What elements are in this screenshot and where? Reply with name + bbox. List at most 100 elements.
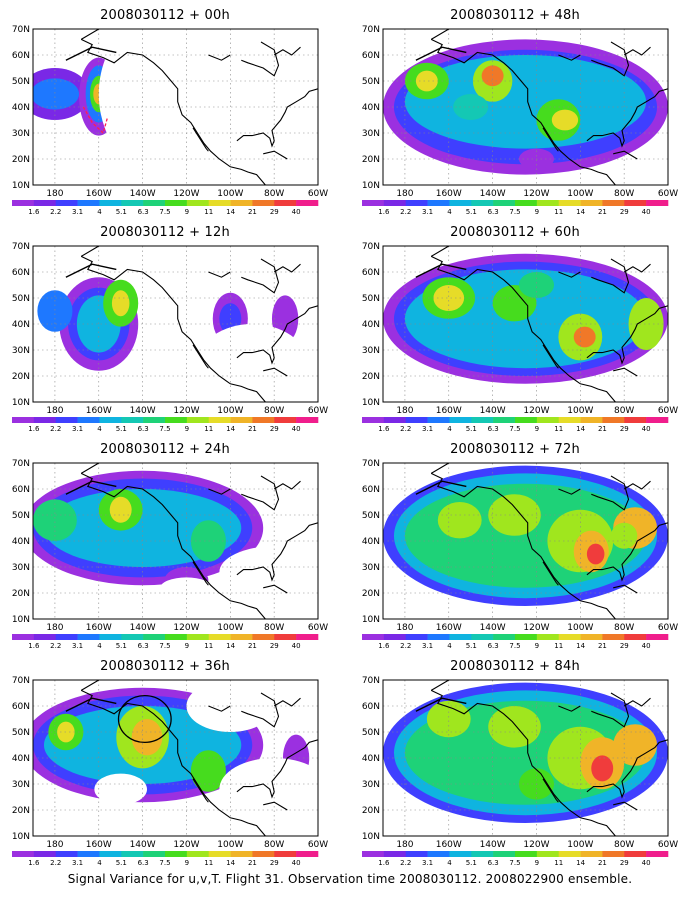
lon-tick-label: 60W xyxy=(308,406,328,416)
lat-tick-label: 30N xyxy=(12,780,30,790)
colorbar-swatch xyxy=(471,200,494,206)
variance-field xyxy=(33,680,318,821)
variance-field xyxy=(383,39,668,175)
colorbar-swatch xyxy=(33,200,57,206)
colorbar-swatch xyxy=(99,200,122,206)
panel-title: 2008030112 + 48h xyxy=(450,8,580,23)
gridlines xyxy=(33,246,318,402)
flight-track xyxy=(415,697,467,712)
coastline xyxy=(430,463,668,619)
colorbar-swatch xyxy=(12,200,35,206)
colorbar-label: 21 xyxy=(598,425,607,433)
lat-tick-label: 50N xyxy=(12,728,30,738)
colorbar-label: 6.3 xyxy=(138,208,149,216)
lat-tick-label: 60N xyxy=(362,51,380,61)
flight-track xyxy=(65,46,117,61)
colorbar-swatch xyxy=(274,634,297,640)
lat-tick-label: 30N xyxy=(362,346,380,356)
panel-72h: 2008030112 + 72h 70N 60N 50N 40N 30N 20N 10N 18… xyxy=(350,440,680,662)
lon-tick-label: 100W xyxy=(567,840,593,850)
colorbar-label: 11 xyxy=(554,425,563,433)
lat-tick-label: 10N xyxy=(362,832,380,842)
colorbar-label: 9 xyxy=(185,642,189,650)
colorbar-label: 5.1 xyxy=(116,208,127,216)
gridlines xyxy=(33,463,318,619)
map-frame xyxy=(32,245,319,403)
target-circle xyxy=(117,694,172,744)
lat-tick-label: 60N xyxy=(362,485,380,495)
figure-caption: Signal Variance for u,v,T. Flight 31. Ob… xyxy=(67,872,633,886)
colorbar-label: 40 xyxy=(292,208,301,216)
colorbar-label: 11 xyxy=(204,425,213,433)
colorbar-swatch xyxy=(296,417,319,423)
colorbar-swatch xyxy=(55,200,78,206)
colorbar-label: 5.1 xyxy=(466,425,477,433)
colorbar-label: 1.6 xyxy=(28,208,40,216)
panel-60h: 2008030112 + 60h 70N 60N 50N 40N 30N 20N 10N 18… xyxy=(350,223,680,445)
variance-contour xyxy=(551,109,579,131)
colorbar-label: 7.5 xyxy=(159,425,170,433)
colorbar-swatch xyxy=(536,417,560,423)
lat-tick-label: 50N xyxy=(12,511,30,521)
colorbar-label: 11 xyxy=(554,642,563,650)
colorbar-label: 21 xyxy=(598,859,607,867)
variance-contour xyxy=(426,700,471,738)
colorbar-label: 21 xyxy=(598,642,607,650)
colorbar-swatch xyxy=(33,634,57,640)
gridlines xyxy=(383,246,668,402)
colorbar-label: 11 xyxy=(204,859,213,867)
lat-tick-label: 40N xyxy=(362,754,380,764)
colorbar-label: 7.5 xyxy=(159,642,170,650)
colorbar-label: 14 xyxy=(576,208,585,216)
lat-tick-label: 20N xyxy=(12,155,30,165)
colorbar-swatch xyxy=(383,634,407,640)
lat-tick-label: 20N xyxy=(12,589,30,599)
colorbar-label: 21 xyxy=(248,208,257,216)
colorbar-swatch xyxy=(558,634,581,640)
colorbar-swatch xyxy=(186,417,210,423)
gridlines xyxy=(383,29,668,185)
colorbar-label: 5.1 xyxy=(116,859,127,867)
lat-tick-label: 20N xyxy=(12,806,30,816)
colorbar-swatch xyxy=(449,851,472,857)
colorbar-label: 4 xyxy=(97,642,102,650)
lat-tick-label: 10N xyxy=(362,181,380,191)
gridlines xyxy=(383,463,668,619)
lon-tick-label: 140W xyxy=(130,623,156,633)
panel-48h: 2008030112 + 48h 70N 60N 50N 40N 30N 20N 10N 18… xyxy=(350,6,680,228)
gridlines xyxy=(383,680,668,836)
colorbar-swatch xyxy=(536,851,560,857)
flight-track xyxy=(415,263,467,278)
lon-tick-label: 60W xyxy=(308,189,328,199)
colorbar-label: 5.1 xyxy=(116,425,127,433)
colorbar-label: 1.6 xyxy=(28,642,40,650)
colorbar-swatch xyxy=(208,634,231,640)
colorbar-swatch xyxy=(186,851,210,857)
lat-tick-label: 50N xyxy=(362,728,380,738)
colorbar-swatch xyxy=(121,851,144,857)
colorbar-swatch xyxy=(536,634,560,640)
variance-contour xyxy=(586,543,605,565)
lat-tick-label: 50N xyxy=(362,511,380,521)
colorbar-label: 3.1 xyxy=(422,642,433,650)
lat-tick-label: 50N xyxy=(362,77,380,87)
colorbar-swatch xyxy=(646,417,669,423)
variance-field xyxy=(33,29,318,185)
colorbar-swatch xyxy=(427,417,450,423)
colorbar-swatch xyxy=(274,200,297,206)
lat-tick-label: 70N xyxy=(12,459,30,469)
colorbar-swatch xyxy=(602,200,625,206)
colorbar-swatch xyxy=(449,200,472,206)
colorbar-swatch xyxy=(362,851,385,857)
colorbar-label: 14 xyxy=(226,859,235,867)
colorbar-label: 21 xyxy=(598,208,607,216)
lon-tick-label: 80W xyxy=(614,623,634,633)
colorbar-swatch xyxy=(121,200,144,206)
colorbar-label: 2.2 xyxy=(400,859,411,867)
observation-path xyxy=(82,106,109,135)
colorbar-label: 14 xyxy=(576,425,585,433)
panel-title: 2008030112 + 24h xyxy=(100,442,230,457)
colorbar-label: 4 xyxy=(447,642,452,650)
lat-tick-label: 20N xyxy=(362,589,380,599)
lon-tick-label: 80W xyxy=(264,406,284,416)
